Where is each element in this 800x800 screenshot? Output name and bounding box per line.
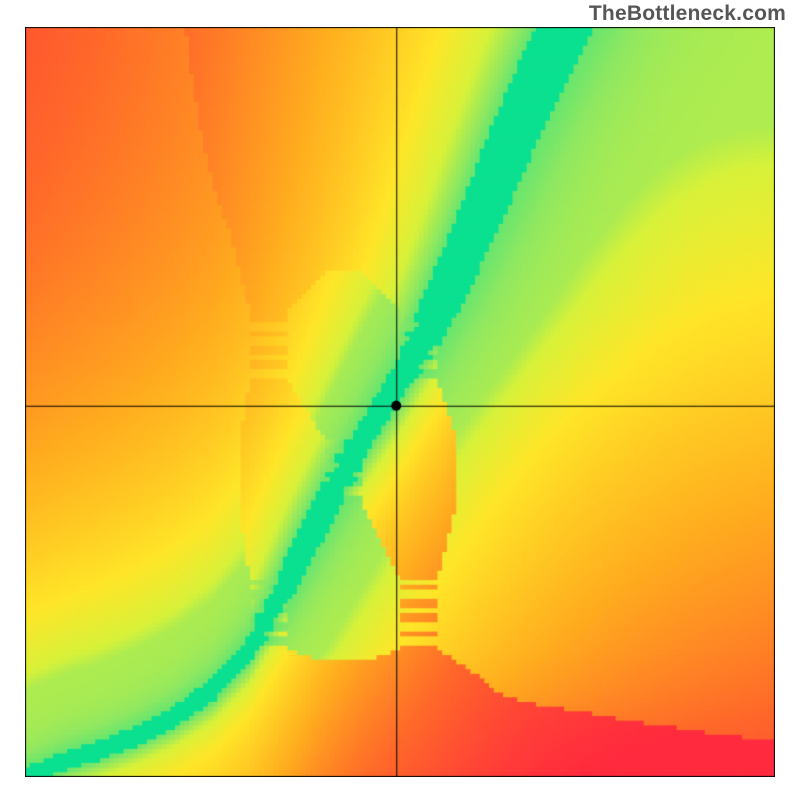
heatmap-plot [25, 27, 775, 777]
heatmap-canvas [25, 27, 775, 777]
watermark-text: TheBottleneck.com [589, 2, 786, 26]
